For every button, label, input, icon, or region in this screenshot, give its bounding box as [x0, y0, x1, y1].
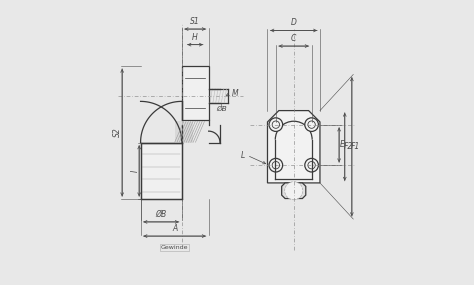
Text: I: I: [131, 170, 140, 172]
Circle shape: [269, 118, 283, 131]
Text: M: M: [231, 89, 238, 98]
Polygon shape: [282, 183, 306, 199]
Text: F2: F2: [344, 142, 353, 151]
Circle shape: [269, 158, 283, 172]
Bar: [141, 142, 182, 199]
Text: C: C: [291, 34, 296, 43]
Text: S1: S1: [190, 17, 200, 26]
Text: S2: S2: [113, 128, 122, 137]
Text: F1: F1: [351, 142, 360, 151]
Circle shape: [308, 162, 315, 169]
Circle shape: [305, 158, 319, 172]
Polygon shape: [267, 111, 320, 183]
Text: D: D: [291, 18, 297, 27]
Bar: [182, 66, 209, 120]
Text: ØB: ØB: [216, 106, 227, 112]
Text: A: A: [172, 224, 177, 233]
Circle shape: [308, 121, 315, 128]
Text: Gewinde: Gewinde: [161, 245, 188, 250]
Circle shape: [272, 121, 280, 128]
Circle shape: [285, 182, 303, 200]
Text: ØB: ØB: [155, 209, 167, 219]
Text: H: H: [192, 32, 198, 42]
Bar: [174, 121, 193, 142]
Circle shape: [272, 162, 280, 169]
Circle shape: [305, 118, 319, 131]
Text: E: E: [340, 141, 345, 149]
Text: L: L: [241, 151, 246, 160]
